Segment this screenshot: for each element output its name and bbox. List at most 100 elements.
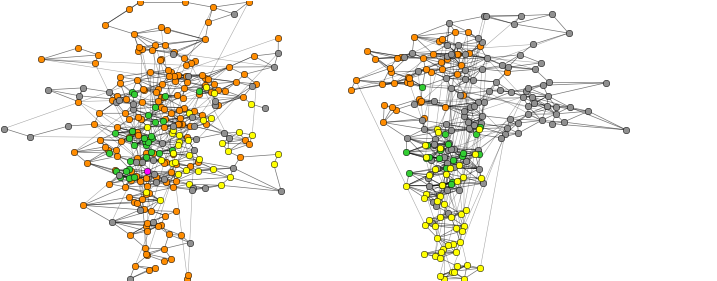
Point: [154, 198, 166, 203]
Point: [189, 59, 201, 64]
Point: [505, 117, 516, 121]
Point: [440, 171, 452, 176]
Point: [139, 139, 151, 143]
Point: [434, 148, 445, 153]
Point: [404, 171, 415, 175]
Point: [180, 74, 191, 78]
Point: [161, 179, 172, 184]
Point: [201, 122, 212, 126]
Point: [137, 87, 148, 91]
Point: [189, 148, 200, 153]
Point: [136, 196, 147, 201]
Point: [452, 52, 463, 56]
Point: [527, 42, 538, 47]
Point: [158, 124, 169, 129]
Point: [246, 84, 257, 89]
Point: [81, 160, 92, 165]
Point: [143, 267, 155, 272]
Point: [454, 162, 465, 167]
Point: [473, 99, 484, 104]
Point: [149, 120, 161, 124]
Point: [141, 183, 153, 188]
Point: [199, 75, 210, 80]
Point: [134, 179, 146, 183]
Point: [136, 159, 148, 164]
Point: [106, 98, 118, 102]
Point: [166, 257, 177, 262]
Point: [129, 92, 141, 96]
Point: [181, 135, 193, 139]
Point: [150, 42, 161, 47]
Point: [103, 90, 115, 94]
Point: [475, 266, 486, 271]
Point: [124, 277, 136, 281]
Point: [419, 196, 430, 200]
Point: [166, 160, 177, 165]
Point: [72, 46, 84, 50]
Point: [133, 45, 144, 50]
Point: [476, 67, 488, 71]
Point: [196, 73, 208, 77]
Point: [478, 99, 490, 104]
Point: [172, 72, 184, 77]
Point: [528, 101, 540, 105]
Point: [481, 56, 493, 60]
Point: [160, 42, 171, 47]
Point: [156, 25, 167, 30]
Point: [480, 14, 492, 18]
Point: [440, 104, 451, 109]
Point: [465, 127, 476, 131]
Point: [445, 181, 457, 186]
Point: [449, 165, 460, 169]
Point: [458, 113, 470, 118]
Point: [143, 190, 155, 195]
Point: [106, 220, 118, 224]
Point: [521, 89, 532, 93]
Point: [170, 209, 181, 214]
Point: [123, 176, 135, 180]
Point: [494, 88, 505, 92]
Point: [542, 94, 554, 98]
Point: [529, 67, 541, 72]
Point: [175, 233, 186, 237]
Point: [134, 0, 146, 4]
Point: [414, 100, 426, 104]
Point: [563, 31, 574, 35]
Point: [194, 89, 205, 93]
Point: [205, 115, 217, 120]
Point: [429, 137, 441, 141]
Point: [223, 136, 234, 141]
Point: [218, 131, 229, 135]
Point: [198, 117, 209, 122]
Point: [450, 250, 461, 255]
Point: [443, 148, 455, 152]
Point: [158, 95, 170, 100]
Point: [123, 117, 135, 122]
Point: [128, 107, 139, 112]
Point: [146, 150, 157, 154]
Point: [470, 152, 481, 157]
Point: [260, 106, 271, 111]
Point: [174, 116, 186, 121]
Point: [141, 150, 152, 155]
Point: [182, 74, 194, 78]
Point: [183, 110, 194, 115]
Point: [133, 115, 144, 119]
Point: [536, 61, 547, 65]
Point: [181, 63, 192, 67]
Point: [470, 121, 482, 126]
Point: [114, 81, 125, 85]
Point: [457, 175, 469, 179]
Point: [103, 151, 114, 155]
Point: [208, 167, 219, 171]
Point: [436, 183, 447, 187]
Point: [438, 247, 450, 251]
Point: [379, 103, 390, 107]
Point: [417, 56, 429, 60]
Point: [244, 142, 255, 146]
Point: [166, 131, 178, 135]
Point: [455, 240, 466, 245]
Point: [233, 130, 244, 135]
Point: [418, 251, 429, 256]
Point: [109, 168, 120, 172]
